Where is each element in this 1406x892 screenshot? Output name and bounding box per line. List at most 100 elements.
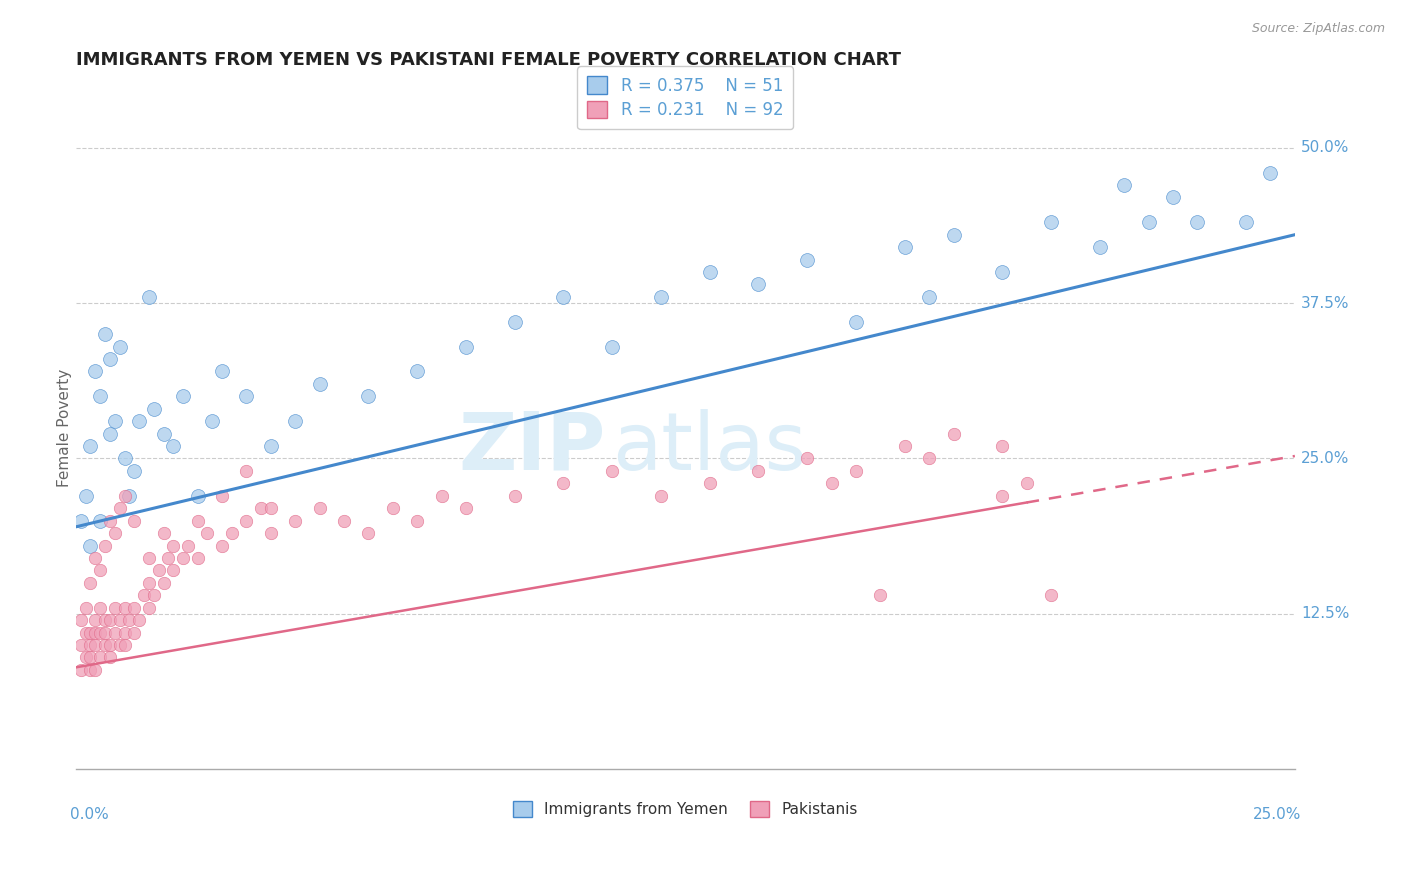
Point [142, 588, 165, 602]
Point [894, 439, 917, 453]
Point [104, 600, 127, 615]
Point [308, 376, 330, 391]
Point [1114, 178, 1136, 192]
Point [260, 526, 283, 541]
Point [308, 501, 330, 516]
Point [406, 364, 429, 378]
Point [747, 464, 769, 478]
Point [114, 638, 136, 652]
Text: 25.0%: 25.0% [1253, 807, 1301, 822]
Point [79, 650, 101, 665]
Point [98, 638, 121, 652]
Point [357, 526, 380, 541]
Text: 37.5%: 37.5% [1301, 295, 1350, 310]
Point [84, 638, 107, 652]
Point [406, 514, 429, 528]
Point [79, 539, 101, 553]
Point [1187, 215, 1209, 229]
Legend: Immigrants from Yemen, Pakistanis: Immigrants from Yemen, Pakistanis [508, 795, 863, 823]
Point [148, 563, 170, 577]
Point [162, 439, 184, 453]
Point [98, 426, 121, 441]
Text: ZIP: ZIP [458, 409, 606, 487]
Point [650, 489, 672, 503]
Point [1260, 165, 1282, 179]
Point [104, 526, 127, 541]
Text: 0.0%: 0.0% [70, 807, 108, 822]
Point [94, 625, 117, 640]
Point [124, 514, 146, 528]
Point [89, 514, 111, 528]
Point [152, 526, 174, 541]
Point [75, 625, 97, 640]
Point [1161, 190, 1184, 204]
Point [553, 290, 575, 304]
Point [796, 451, 818, 466]
Point [84, 625, 107, 640]
Point [747, 277, 769, 292]
Point [235, 389, 257, 403]
Point [894, 240, 917, 254]
Point [94, 539, 117, 553]
Point [138, 575, 160, 590]
Point [98, 613, 121, 627]
Point [197, 526, 219, 541]
Point [114, 625, 136, 640]
Point [918, 451, 941, 466]
Point [600, 464, 623, 478]
Point [162, 563, 184, 577]
Point [108, 613, 131, 627]
Point [172, 389, 194, 403]
Point [991, 439, 1014, 453]
Point [152, 426, 174, 441]
Point [128, 414, 150, 428]
Point [211, 364, 233, 378]
Point [114, 451, 136, 466]
Point [1040, 588, 1063, 602]
Point [918, 290, 941, 304]
Point [177, 539, 200, 553]
Point [284, 414, 307, 428]
Point [235, 464, 257, 478]
Point [79, 663, 101, 677]
Point [118, 489, 141, 503]
Text: 12.5%: 12.5% [1301, 607, 1350, 622]
Point [942, 227, 965, 242]
Point [869, 588, 891, 602]
Point [454, 340, 477, 354]
Point [69, 663, 91, 677]
Point [1040, 215, 1063, 229]
Point [1015, 476, 1038, 491]
Point [152, 575, 174, 590]
Point [124, 625, 146, 640]
Point [650, 290, 672, 304]
Point [260, 501, 283, 516]
Point [128, 613, 150, 627]
Point [142, 401, 165, 416]
Point [104, 625, 127, 640]
Point [84, 364, 107, 378]
Point [94, 613, 117, 627]
Point [84, 551, 107, 566]
Point [201, 414, 224, 428]
Point [89, 625, 111, 640]
Point [211, 489, 233, 503]
Point [108, 340, 131, 354]
Point [98, 351, 121, 366]
Point [104, 414, 127, 428]
Point [1137, 215, 1160, 229]
Point [260, 439, 283, 453]
Point [132, 588, 155, 602]
Point [942, 426, 965, 441]
Point [845, 315, 868, 329]
Point [187, 514, 209, 528]
Point [108, 501, 131, 516]
Point [79, 439, 101, 453]
Point [138, 290, 160, 304]
Point [250, 501, 273, 516]
Point [235, 514, 257, 528]
Point [699, 265, 721, 279]
Text: 25.0%: 25.0% [1301, 451, 1350, 466]
Point [138, 600, 160, 615]
Point [124, 600, 146, 615]
